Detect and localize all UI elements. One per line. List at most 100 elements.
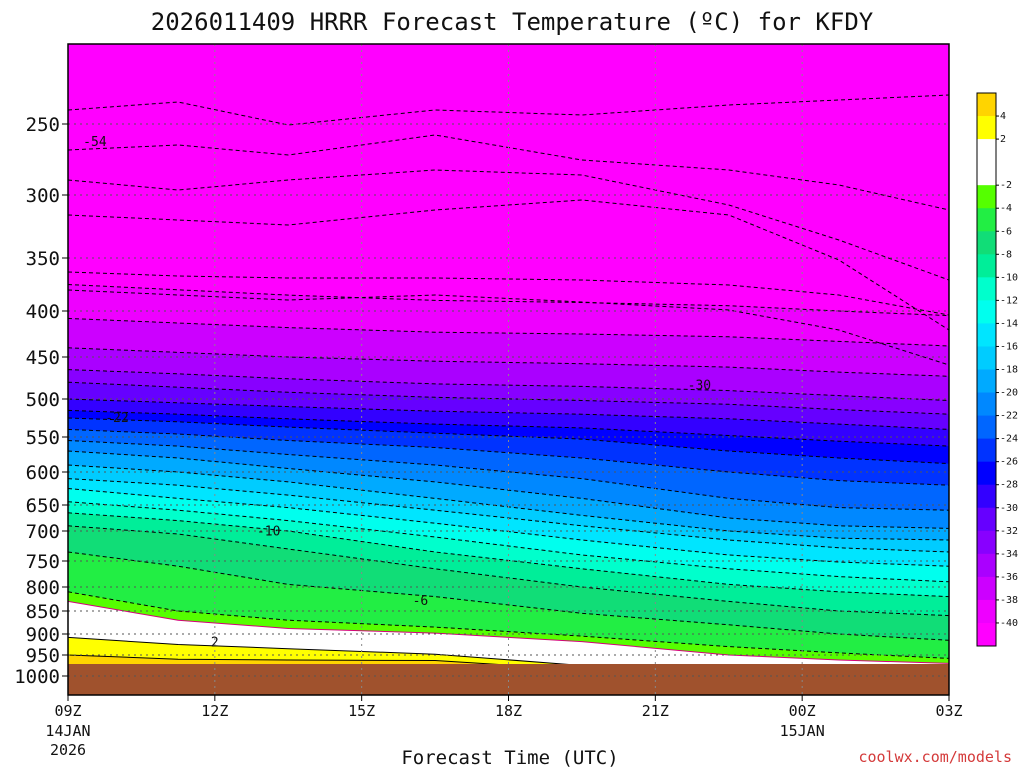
colorbar-swatch (977, 576, 996, 601)
colorbar-swatch (977, 599, 996, 624)
isotherm-line (68, 289, 949, 366)
colorbar-swatch (977, 553, 996, 578)
colorbar-label: -36 (1000, 572, 1018, 583)
colorbar-label: -30 (1000, 503, 1018, 514)
colorbar-swatch (977, 415, 996, 440)
x-tick-label: 12Z (201, 702, 228, 720)
isotherm-line (68, 369, 949, 401)
colorbar-swatch (977, 369, 996, 394)
y-tick-label: 800 (26, 577, 60, 599)
isotherm-line (68, 284, 949, 317)
colorbar-label: -6 (1000, 226, 1012, 237)
x-tick-label: 21Z (642, 702, 669, 720)
colorbar-label: -8 (1000, 249, 1012, 260)
isotherm-line (68, 450, 949, 529)
contour-label: -54 (83, 135, 107, 150)
y-tick-label: 750 (26, 551, 60, 573)
colorbar-swatch (977, 507, 996, 532)
colorbar-label: -34 (1000, 549, 1018, 560)
x-tick-date: 15JAN (780, 722, 825, 740)
contour-label: -22 (105, 411, 128, 426)
colorbar-label: 2 (1000, 134, 1006, 145)
colorbar-label: -24 (1000, 434, 1018, 445)
y-tick-label: 900 (26, 624, 60, 646)
y-tick-label: 400 (26, 301, 60, 323)
colorbar-label: -2 (1000, 180, 1012, 191)
y-tick-label: 250 (26, 114, 60, 136)
y-tick-label: 350 (26, 248, 60, 270)
colorbar-swatch (977, 162, 996, 186)
plot-area (68, 44, 949, 695)
contour-label: -10 (257, 524, 280, 539)
y-tick-label: 300 (26, 185, 60, 207)
colorbar-swatch (977, 622, 996, 647)
colorbar-label: -26 (1000, 457, 1018, 468)
colorbar-swatch (977, 484, 996, 509)
isotherm-line (68, 94, 949, 126)
x-tick-label: 15Z (348, 702, 375, 720)
colorbar-label: -32 (1000, 526, 1018, 537)
credit-link[interactable]: coolwx.com/models (858, 748, 1012, 766)
contour-label: -6 (413, 594, 429, 609)
colorbar-swatch (977, 438, 996, 463)
colorbar-swatch (977, 277, 996, 301)
colorbar-label: -20 (1000, 388, 1018, 399)
x-axis-label: Forecast Time (UTC) (401, 747, 618, 768)
isotherm-line (68, 409, 949, 447)
colorbar-swatch (977, 231, 996, 255)
y-tick-label: 950 (26, 645, 60, 667)
isotherm-line (68, 501, 949, 583)
colorbar: 4 2 -2 -4 -6 -8 -10 -12 -14 -16 -18 -20 -22 -24 -26 -28… (976, 92, 1018, 647)
y-tick-label: 500 (26, 389, 60, 411)
colorbar-swatch (977, 139, 996, 163)
y-axis: 2503003504004505005506006507007508008509… (14, 114, 68, 688)
isotherm-line (68, 317, 949, 347)
isotherm-line (68, 381, 949, 415)
isotherm-line (68, 271, 949, 316)
contour-label: -30 (688, 379, 711, 394)
colorbar-swatch (977, 530, 996, 555)
colorbar-label: -16 (1000, 341, 1018, 352)
colorbar-label: -22 (1000, 411, 1018, 422)
chart-title: 2026011409 HRRR Forecast Temperature (ºC… (151, 8, 874, 36)
isotherm-line (68, 551, 949, 641)
colorbar-label: -12 (1000, 295, 1018, 306)
y-tick-label: 550 (26, 427, 60, 449)
x-tick-label: 00Z (789, 702, 816, 720)
x-tick-label: 18Z (495, 702, 522, 720)
x-tick-label: 09Z (54, 702, 81, 720)
colorbar-label: -10 (1000, 272, 1018, 283)
grid-lines (68, 44, 949, 695)
colorbar-swatch (977, 254, 996, 278)
colorbar-swatch (977, 392, 996, 417)
colorbar-label: -40 (1000, 618, 1018, 629)
colorbar-label: -14 (1000, 318, 1018, 329)
colorbar-swatch (977, 346, 996, 370)
y-tick-label: 600 (26, 462, 60, 484)
y-tick-label: 700 (26, 521, 60, 543)
colorbar-swatch (977, 208, 996, 232)
colorbar-label: -38 (1000, 595, 1018, 606)
colorbar-swatch (977, 461, 996, 486)
isotherm-line (68, 600, 949, 664)
isotherm-line (68, 591, 949, 659)
contour-label: 2 (211, 636, 219, 651)
isotherm-line (68, 525, 949, 617)
isotherm-line (68, 398, 949, 430)
colorbar-swatch (977, 300, 996, 324)
isotherm-line (68, 199, 949, 331)
colorbar-label: -28 (1000, 480, 1018, 491)
x-tick-label: 03Z (935, 702, 962, 720)
isotherm-line (68, 169, 949, 281)
colorbar-label: -4 (1000, 203, 1012, 214)
y-tick-label: 1000 (14, 666, 60, 688)
isotherm-line (68, 417, 949, 465)
colorbar-swatch (977, 116, 996, 140)
colorbar-swatch (977, 93, 996, 117)
colorbar-label: -18 (1000, 365, 1018, 376)
y-tick-label: 450 (26, 347, 60, 369)
x-tick-date: 14JAN (45, 722, 90, 740)
colorbar-swatch (977, 323, 996, 347)
